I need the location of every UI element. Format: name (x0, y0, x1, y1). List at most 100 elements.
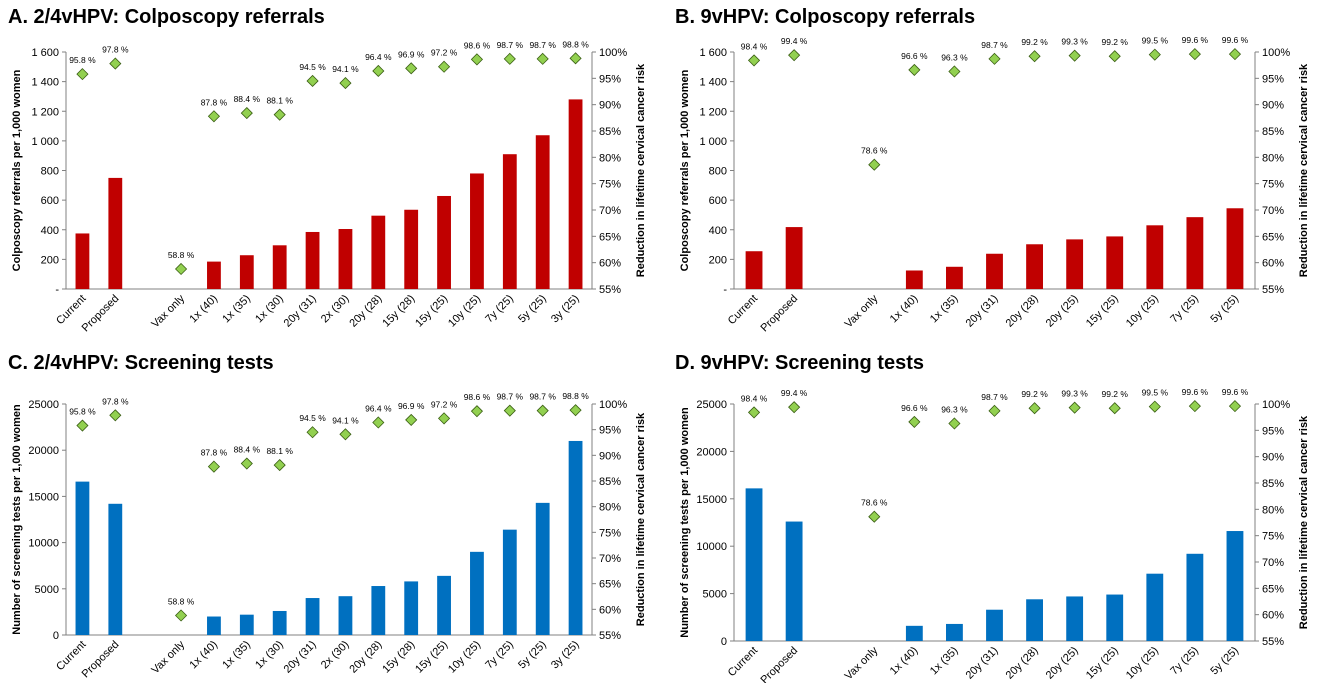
panel-c-chart: 0 5000 10000 15000 20000 25000 55% 60% 65% 70% 75%… (11, 391, 647, 680)
panel-a-y-tick-label: 800 (41, 166, 59, 178)
panel-a-risk-label: 98.8 % (562, 39, 589, 49)
panel-a-risk-label: 97.2 % (431, 48, 458, 58)
panel-b-bar (1106, 236, 1124, 289)
panel-d-category-label: 20y (31) (964, 645, 1001, 682)
panel-b-y2-axis-title: Reduction in lifetime cervical cancer ri… (1298, 63, 1310, 277)
panel-d-risk-marker (988, 404, 1001, 417)
panel-b-risk-marker (1108, 50, 1121, 63)
panel-a-y2-tick-label: 100% (599, 47, 627, 59)
panel-b-risk-label: 99.3 % (1061, 37, 1088, 47)
panel-b-category-label: 5y (25) (1208, 293, 1241, 326)
panel-b-category-label: Vax only (843, 292, 881, 330)
panel-b-risk-marker (948, 65, 961, 78)
panel-a-bar (338, 229, 353, 289)
panel-a-category-label: 1x (30) (253, 293, 286, 326)
panel-d-y-tick-label: 10000 (696, 541, 727, 553)
panel-b-bar (1146, 225, 1164, 289)
panel-d-risk-marker (1028, 402, 1041, 415)
panel-a-y2-tick-label: 85% (599, 126, 621, 138)
panel-c-risk-marker (437, 412, 451, 425)
panel-b-chart: - 200 400 600 800 1 000 1 200 1 400 1 600 55% 60% 6… (679, 35, 1310, 334)
panel-c-y2-tick-label: 90% (599, 450, 621, 462)
panel-c-risk-label: 97.2 % (431, 399, 458, 409)
panel-b-risk-label: 98.7 % (981, 40, 1008, 50)
panel-a-category-label: 2x (30) (319, 293, 352, 326)
panel-a-category-label: Vax only (149, 292, 187, 330)
panel-b-bar (1026, 244, 1043, 289)
panel-b-bar (785, 227, 803, 289)
panel-d-risk-marker (868, 510, 881, 523)
panel-b-risk-marker (868, 158, 881, 171)
panel-b-category-label: 1x (40) (888, 293, 921, 326)
panel-d-risk-marker (788, 401, 801, 414)
panel-b-y-tick-label: 1 600 (699, 47, 727, 59)
panel-b-risk-label: 99.5 % (1142, 36, 1169, 46)
panel-a-y-tick-label: 1 200 (31, 106, 59, 118)
panel-d-risk-label: 99.6 % (1182, 387, 1209, 397)
panel-c-risk-label: 98.7 % (497, 392, 524, 402)
panel-d-chart: 0 5000 10000 15000 20000 25000 55% 60% 65% 70% 75%… (679, 387, 1310, 683)
panel-d-risk-marker (747, 406, 761, 419)
panel-a-risk-marker (536, 52, 549, 65)
panel-c-y2-tick-label: 100% (599, 399, 627, 411)
panel-a-bar (470, 173, 484, 289)
panel-d-risk-label: 98.7 % (981, 392, 1008, 402)
panel-c-risk-marker (174, 609, 188, 622)
panel-c-bar (207, 616, 221, 635)
panel-d-bar (946, 623, 963, 641)
panel-a-y2-tick-label: 75% (599, 179, 621, 191)
panel-c-bar (535, 502, 550, 635)
panel-b-y-tick-label: 400 (709, 225, 727, 237)
panel-d-bar (785, 521, 803, 641)
panel-d-risk-marker (908, 415, 921, 428)
panel-d-category-label: Vax only (843, 644, 881, 682)
panel-a-risk-label: 94.5 % (299, 62, 326, 72)
panel-a-y2-tick-label: 95% (599, 73, 621, 85)
panel-d-category-label: 15y (25) (1084, 645, 1121, 682)
panel-d-title: D. 9vHPV: Screening tests (675, 352, 924, 374)
panel-a-risk-label: 97.8 % (102, 45, 129, 55)
panel-d-bar (1186, 553, 1204, 641)
panel-b-risk-label: 96.6 % (901, 51, 928, 61)
panel-b-bar (1066, 239, 1084, 289)
panel-c-risk-marker (273, 459, 286, 472)
panel-c-risk-label: 88.4 % (234, 445, 261, 455)
panel-a-risk-marker (109, 57, 122, 70)
panel-a-category-label: 10y (25) (446, 293, 483, 330)
panel-d-risk-marker (1188, 400, 1201, 413)
panel-a-bar (75, 233, 90, 289)
panel-b-y-tick-label: 600 (709, 195, 727, 207)
panel-d-category-label: 1x (35) (928, 645, 961, 678)
panel-c-title: C. 2/4vHPV: Screening tests (8, 352, 274, 374)
panel-b-bar (905, 270, 923, 289)
panel-d-risk-label: 96.6 % (901, 403, 928, 413)
panel-a-y2-tick-label: 80% (599, 152, 621, 164)
panel-b-y2-tick-label: 55% (1262, 284, 1284, 296)
panel-a-risk-label: 98.7 % (497, 40, 524, 50)
panel-c-bar (470, 551, 484, 635)
panel-a-risk-label: 96.9 % (398, 49, 425, 59)
panel-b-category-label: 20y (31) (964, 293, 1001, 330)
panel-b-risk-label: 98.4 % (741, 41, 768, 51)
panel-a-category-label: 20y (28) (347, 293, 384, 330)
panel-c-risk-marker (76, 419, 89, 432)
panel-a-risk-label: 96.4 % (365, 52, 392, 62)
panel-c-risk-label: 96.4 % (365, 403, 392, 413)
panel-c-y2-tick-label: 85% (599, 476, 621, 488)
panel-c-risk-marker (569, 404, 582, 417)
panel-d-y-tick-label: 5000 (703, 589, 727, 601)
panel-a-bar (272, 245, 287, 289)
panel-c-category-label: 2x (30) (319, 639, 352, 672)
panel-a-bar (535, 135, 550, 289)
panel-a-risk-marker (240, 107, 253, 120)
panel-d-category-label: Current (726, 645, 760, 679)
panel-a-category-label: 20y (31) (282, 293, 319, 330)
panel-b-y-tick-label: 1 000 (699, 136, 727, 148)
panel-c-bar (338, 596, 353, 635)
panel-d-y2-tick-label: 65% (1262, 583, 1284, 595)
panel-a-risk-marker (76, 68, 89, 81)
panel-c-risk-label: 98.6 % (464, 392, 491, 402)
panel-a-y-tick-label: 1 600 (31, 47, 59, 59)
panel-a-y-tick-label: 1 400 (31, 77, 59, 89)
